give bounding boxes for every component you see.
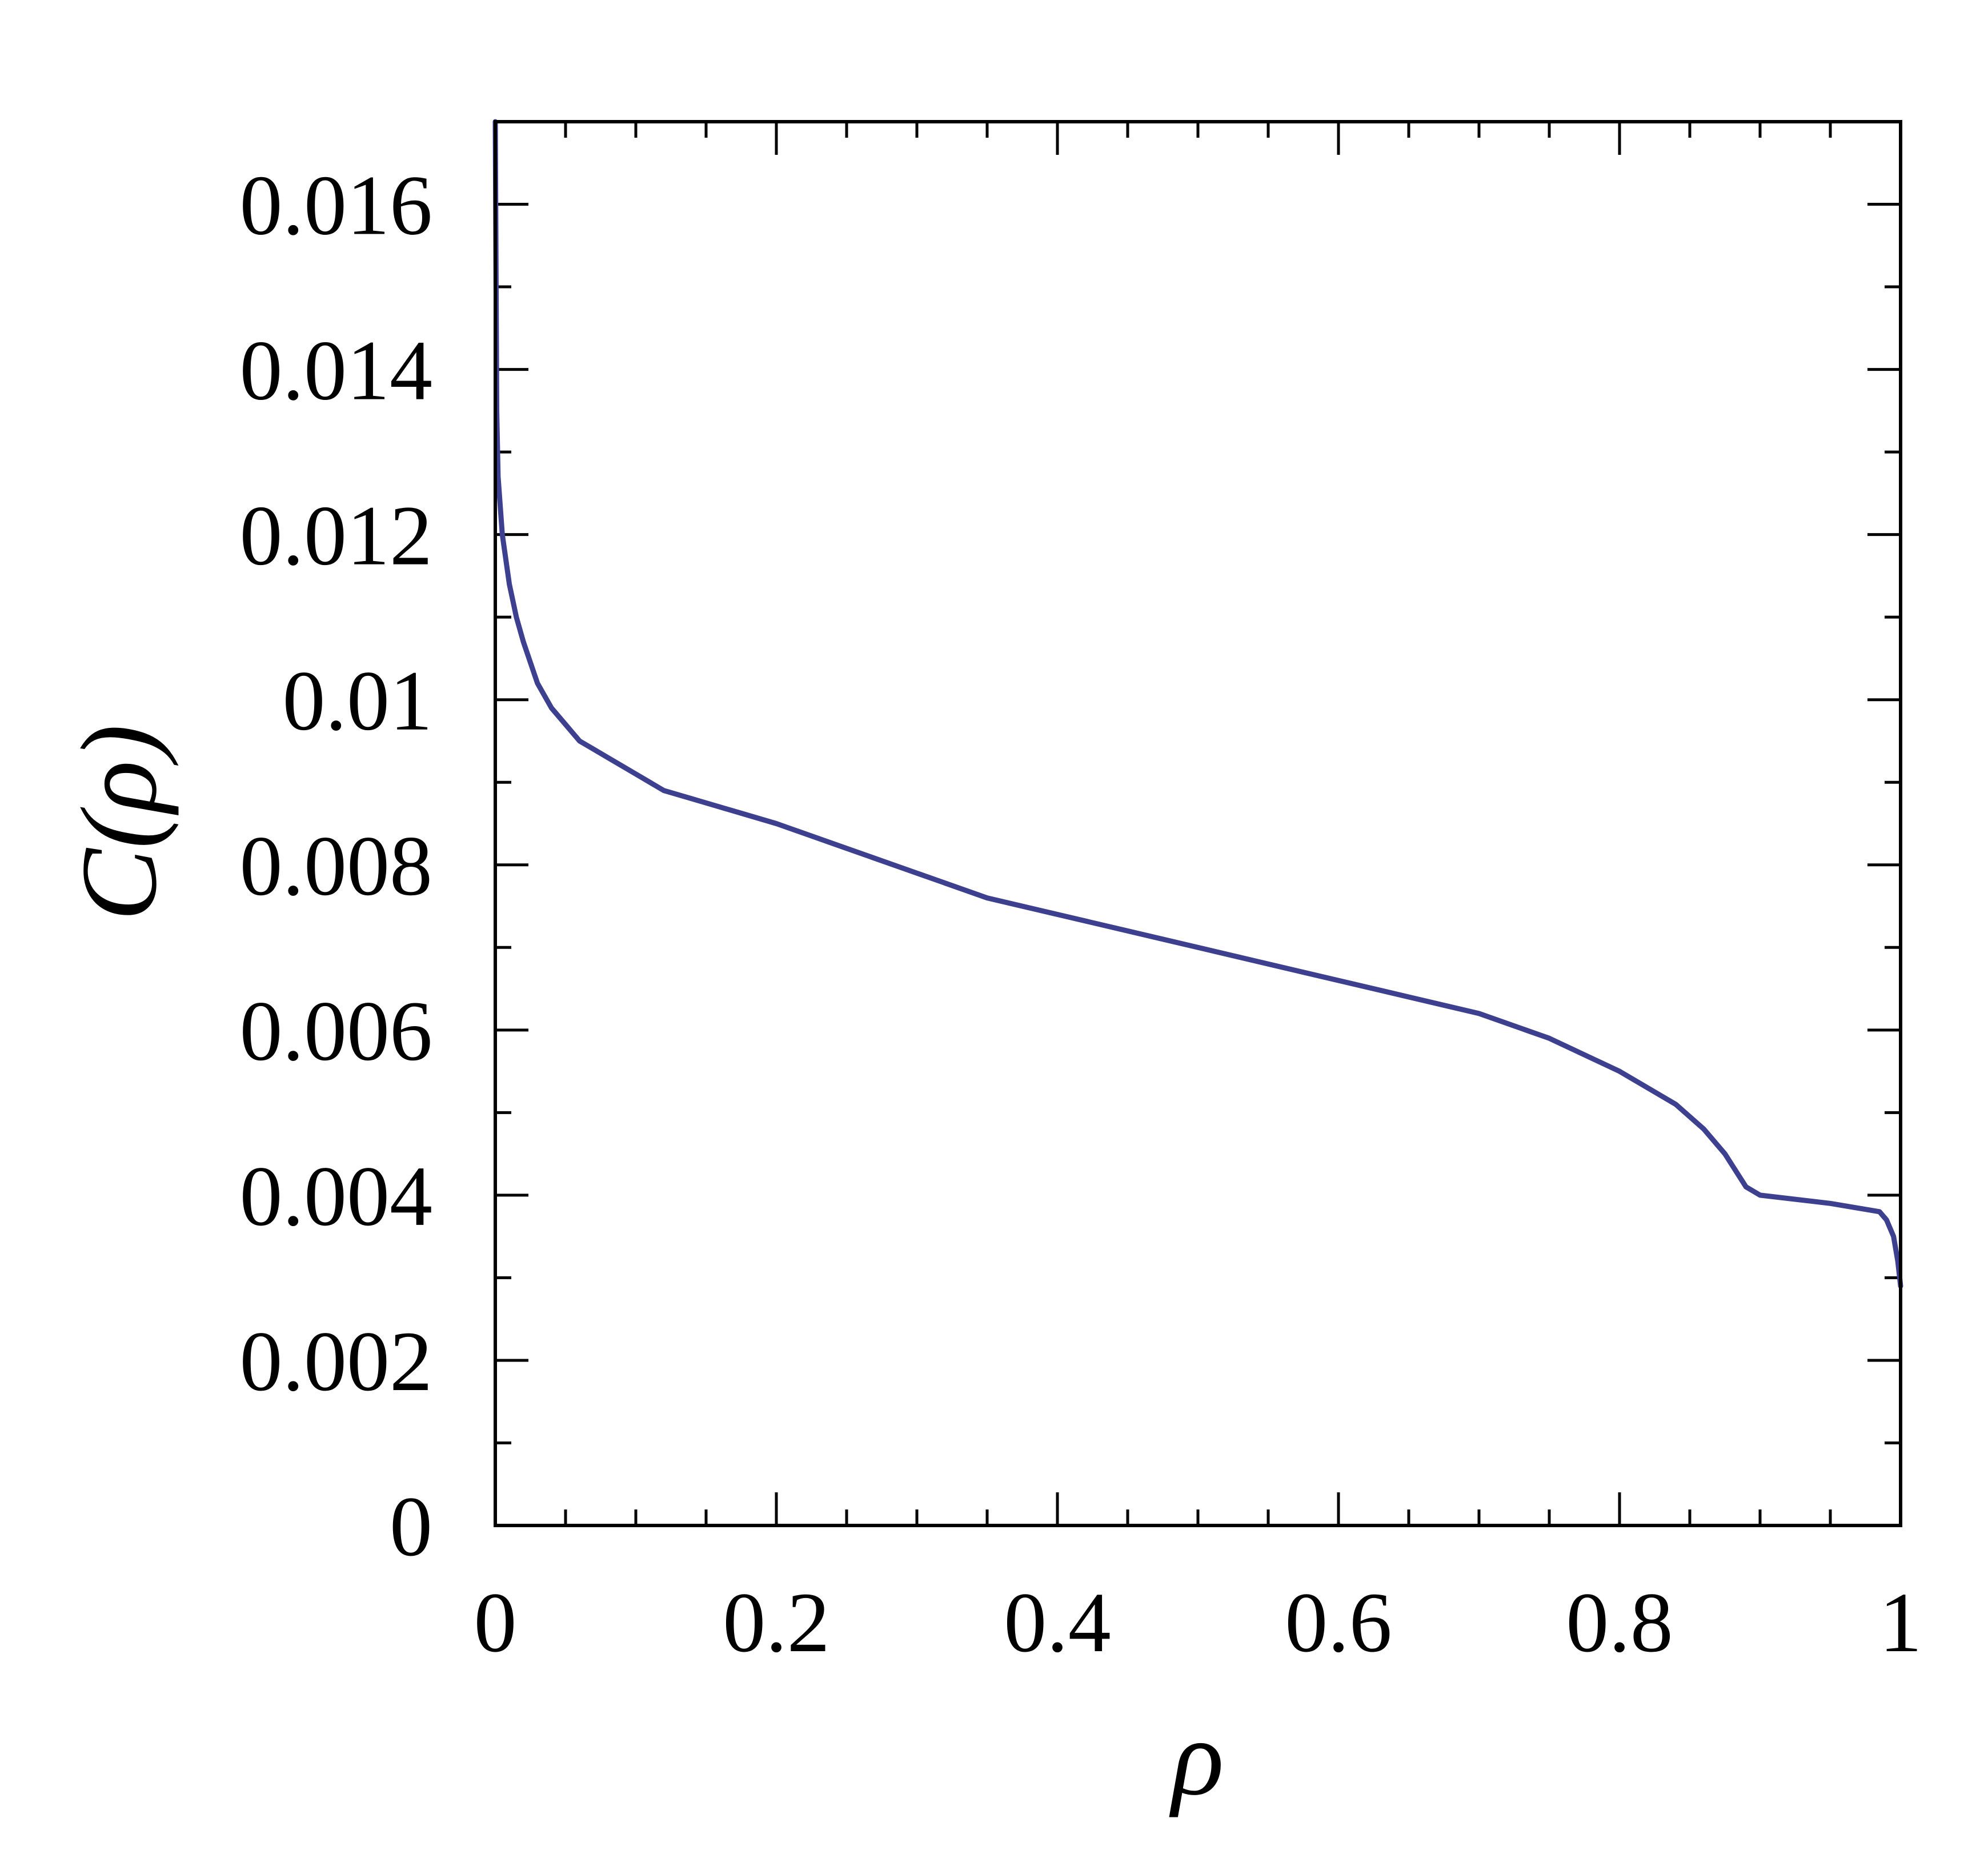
tick-labels-layer: 0 0.2 0.4 0.6 0.8 1 0 0.002 0.004 0.006 0.008 0.01 0…	[240, 158, 1922, 1670]
x-tick-label: 0.2	[723, 1575, 830, 1670]
y-tick-label: 0.002	[240, 1314, 433, 1409]
x-tick-label: 1	[1879, 1575, 1922, 1670]
y-tick-label: 0.004	[240, 1149, 433, 1244]
x-tick-label: 0	[474, 1575, 517, 1670]
y-tick-label: 0.01	[283, 654, 433, 748]
y-axis-label: C(ρ)	[59, 724, 179, 921]
x-axis-label: ρ	[1169, 1698, 1224, 1818]
series-layer	[492, 119, 1903, 1289]
y-tick-label: 0.006	[240, 984, 433, 1079]
y-tick-label: 0.012	[240, 488, 433, 583]
series-line	[492, 119, 1903, 1289]
plot-frame	[494, 120, 1902, 1527]
y-tick-label: 0.008	[240, 819, 433, 914]
y-tick-label: 0	[390, 1479, 432, 1574]
x-tick-label: 0.4	[1004, 1575, 1111, 1670]
y-tick-label: 0.014	[240, 323, 433, 418]
x-tick-label: 0.6	[1285, 1575, 1392, 1670]
x-tick-label: 0.8	[1566, 1575, 1673, 1670]
y-tick-label: 0.016	[240, 158, 433, 253]
ticks-layer	[494, 120, 1902, 1527]
